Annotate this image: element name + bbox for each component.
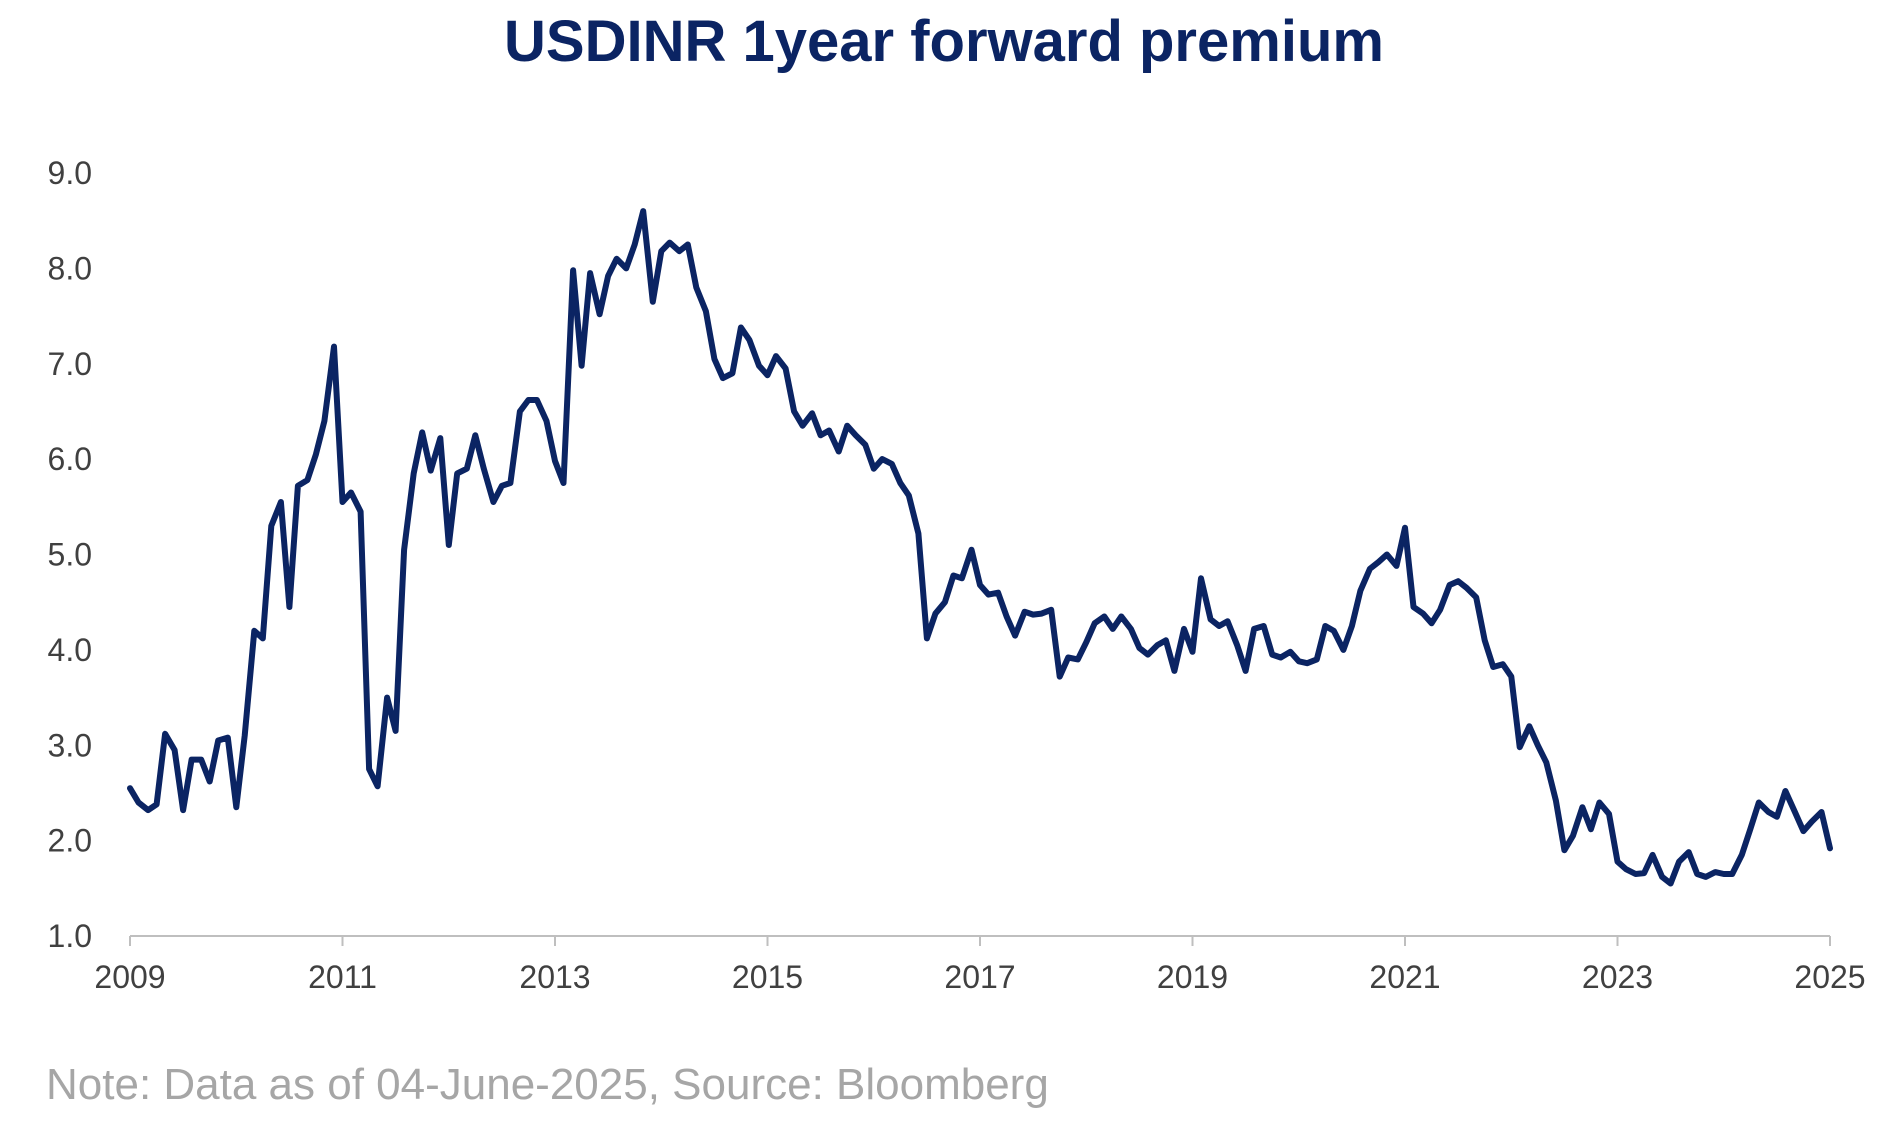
x-axis: 2009 2011 2013 2015 2017 2019 2021 2023 2025 [94,935,1866,995]
x-tick-label: 2011 [308,959,377,995]
x-tick-label: 2023 [1582,959,1653,995]
x-tick-label: 2009 [94,959,165,995]
y-tick-label: 8.0 [48,250,92,286]
source-note: Note: Data as of 04-June-2025, Source: B… [46,1060,1049,1109]
x-tick-label: 2019 [1157,959,1228,995]
y-tick-label: 3.0 [48,727,92,763]
x-tick-label: 2015 [732,959,803,995]
y-tick-label: 4.0 [48,632,92,668]
y-tick-label: 5.0 [48,537,92,573]
x-tick-label: 2017 [944,959,1015,995]
chart-title: USDINR 1year forward premium [504,9,1384,74]
x-tick-label: 2013 [519,959,590,995]
y-tick-label: 9.0 [48,155,92,191]
y-tick-label: 6.0 [48,441,92,477]
y-axis: 1.0 2.0 3.0 4.0 5.0 6.0 7.0 8.0 9.0 [48,155,92,954]
series-group [127,208,1833,887]
y-tick-label: 1.0 [48,918,92,954]
series-line [127,208,1833,887]
x-tick-label: 2021 [1369,959,1440,995]
x-tick-label: 2025 [1794,959,1865,995]
y-tick-label: 2.0 [48,823,92,859]
y-tick-label: 7.0 [48,346,92,382]
